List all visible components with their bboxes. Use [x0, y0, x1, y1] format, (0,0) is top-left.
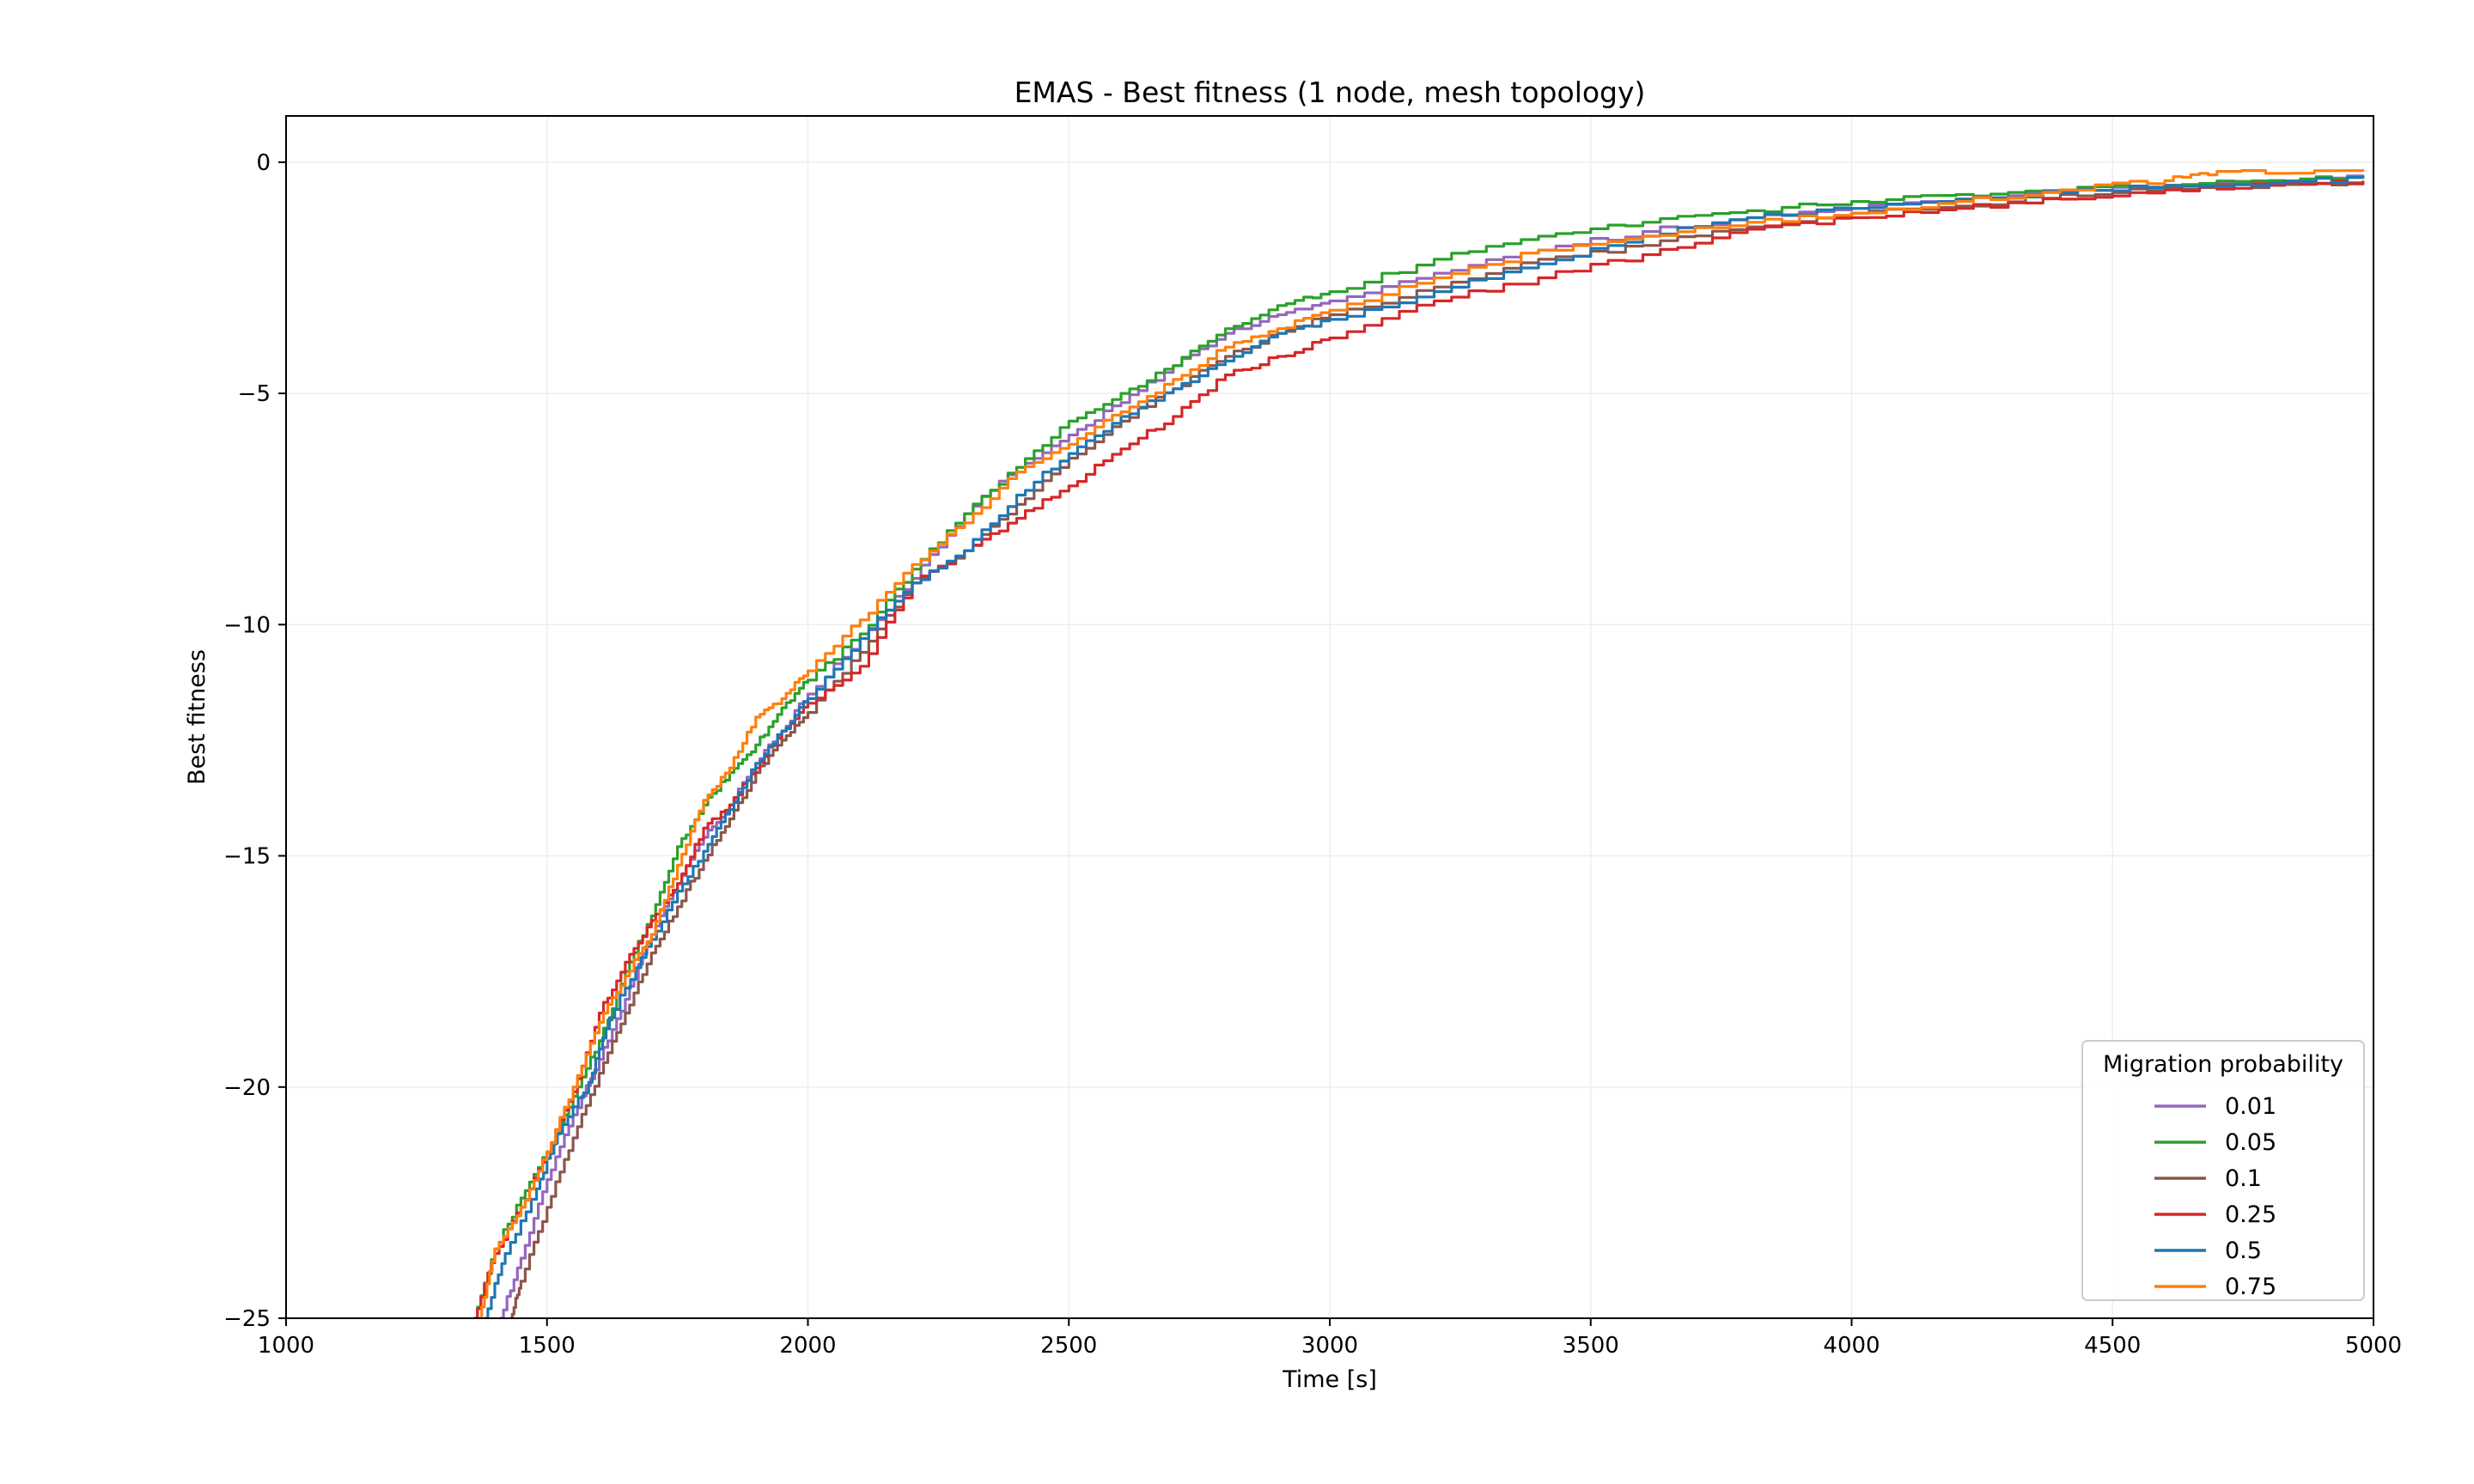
x-axis-label: Time [s]	[1282, 1366, 1377, 1393]
legend-label: 0.75	[2225, 1274, 2276, 1300]
legend-label: 0.05	[2225, 1129, 2276, 1156]
series-line-0-75	[478, 169, 2365, 1318]
y-tick-label: 0	[256, 150, 271, 176]
x-tick-label: 1500	[519, 1333, 576, 1359]
legend-label: 0.5	[2225, 1238, 2262, 1264]
legend-box	[2081, 1040, 2365, 1301]
y-axis-ticks: 0 −5 −10 −15 −20 −25	[223, 150, 286, 1332]
series-line-0-1	[510, 181, 2365, 1318]
x-tick-label: 3000	[1301, 1333, 1358, 1359]
x-tick-label: 1000	[258, 1333, 314, 1359]
chart-title: EMAS - Best fitness (1 node, mesh topolo…	[1015, 76, 1646, 109]
y-tick-label: −15	[223, 844, 271, 870]
y-tick-label: −20	[223, 1075, 271, 1101]
series-line-0-5	[484, 176, 2365, 1318]
y-tick-label: −10	[223, 612, 271, 638]
series-line-0-25	[473, 179, 2365, 1318]
x-tick-label: 4500	[2084, 1333, 2141, 1359]
x-axis-ticks: 1000 1500 2000 2500 3000 3500 4000 4500 5000	[258, 1318, 2402, 1359]
x-tick-label: 3500	[1563, 1333, 1619, 1359]
x-tick-label: 4000	[1823, 1333, 1880, 1359]
x-tick-label: 5000	[2345, 1333, 2402, 1359]
legend-label: 0.1	[2225, 1165, 2262, 1192]
legend-label: 0.25	[2225, 1201, 2276, 1228]
y-tick-label: −5	[238, 381, 271, 407]
series-lines	[473, 169, 2365, 1318]
series-line-0-05	[473, 175, 2365, 1318]
x-tick-label: 2000	[779, 1333, 836, 1359]
y-axis-label: Best fitness	[184, 649, 210, 785]
legend-title: Migration probability	[2103, 1051, 2343, 1078]
legend-label: 0.01	[2225, 1093, 2276, 1120]
x-tick-label: 2500	[1040, 1333, 1097, 1359]
legend: Migration probability 0.01 0.05 0.1 0.25 0.5…	[2081, 1040, 2365, 1301]
y-tick-label: −25	[223, 1306, 271, 1332]
